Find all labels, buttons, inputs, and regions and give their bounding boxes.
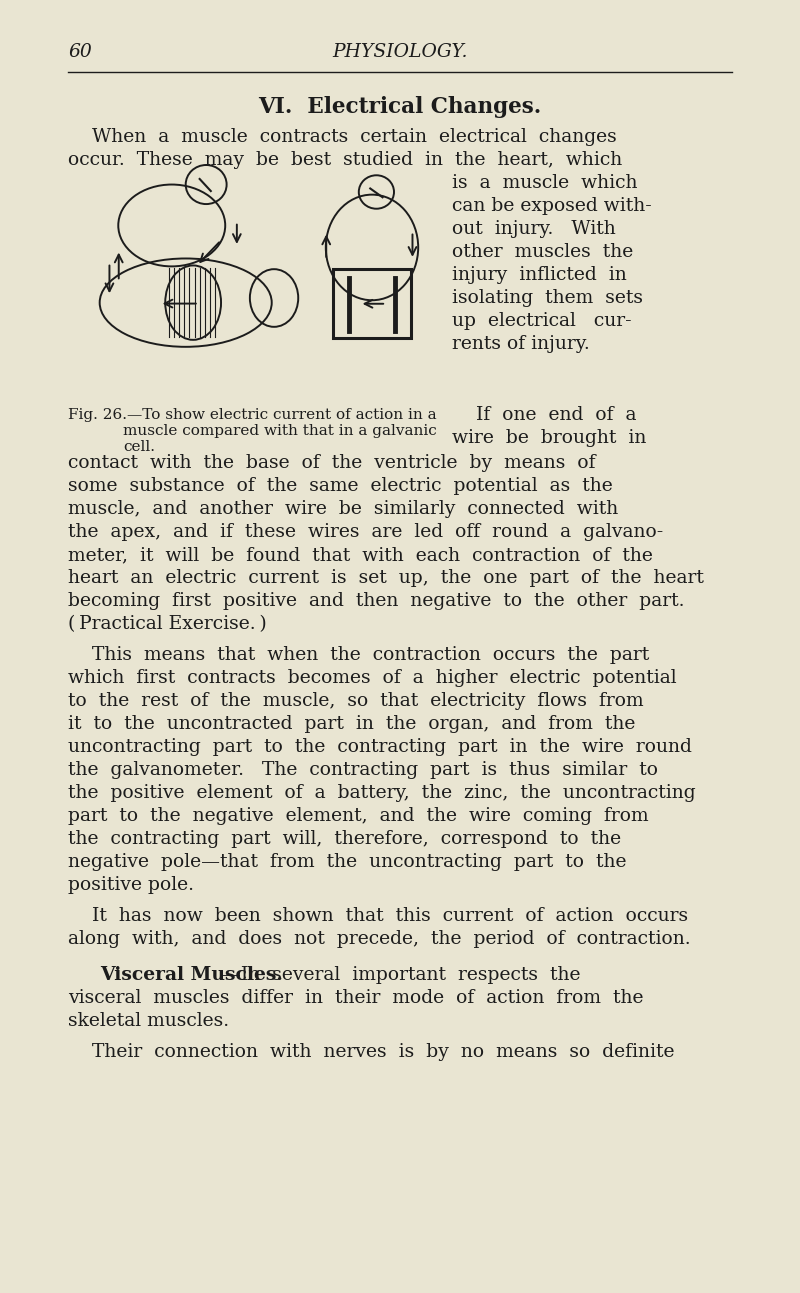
Text: VI.  Electrical Changes.: VI. Electrical Changes. xyxy=(258,96,542,118)
Text: contact  with  the  base  of  the  ventricle  by  means  of: contact with the base of the ventricle b… xyxy=(68,454,595,472)
Text: occur.  These  may  be  best  studied  in  the  heart,  which: occur. These may be best studied in the … xyxy=(68,151,622,169)
Text: to  the  rest  of  the  muscle,  so  that  electricity  flows  from: to the rest of the muscle, so that elect… xyxy=(68,692,644,710)
Text: ( Practical Exercise. ): ( Practical Exercise. ) xyxy=(68,615,266,634)
Text: injury  inflicted  in: injury inflicted in xyxy=(452,266,626,284)
Text: This  means  that  when  the  contraction  occurs  the  part: This means that when the contraction occ… xyxy=(68,646,650,665)
Bar xyxy=(334,269,410,337)
Text: is  a  muscle  which: is a muscle which xyxy=(452,175,638,191)
Text: wire  be  brought  in: wire be brought in xyxy=(452,429,646,447)
Text: Visceral Muscles.: Visceral Muscles. xyxy=(100,966,283,984)
Text: the  apex,  and  if  these  wires  are  led  off  round  a  galvano-: the apex, and if these wires are led off… xyxy=(68,522,663,540)
Text: isolating  them  sets: isolating them sets xyxy=(452,290,643,306)
Text: the  galvanometer.   The  contracting  part  is  thus  similar  to: the galvanometer. The contracting part i… xyxy=(68,762,658,778)
Text: the  contracting  part  will,  therefore,  correspond  to  the: the contracting part will, therefore, co… xyxy=(68,830,621,848)
Text: up  electrical   cur-: up electrical cur- xyxy=(452,312,632,330)
Text: When  a  muscle  contracts  certain  electrical  changes: When a muscle contracts certain electric… xyxy=(68,128,617,146)
Text: —In  several  important  respects  the: —In several important respects the xyxy=(222,966,581,984)
Text: part  to  the  negative  element,  and  the  wire  coming  from: part to the negative element, and the wi… xyxy=(68,807,649,825)
Text: becoming  first  positive  and  then  negative  to  the  other  part.: becoming first positive and then negativ… xyxy=(68,592,685,610)
Text: other  muscles  the: other muscles the xyxy=(452,243,634,261)
Text: it  to  the  uncontracted  part  in  the  organ,  and  from  the: it to the uncontracted part in the organ… xyxy=(68,715,635,733)
Text: 60: 60 xyxy=(68,43,92,61)
Text: cell.: cell. xyxy=(123,440,155,454)
Text: It  has  now  been  shown  that  this  current  of  action  occurs: It has now been shown that this current … xyxy=(68,906,688,924)
Text: muscle,  and  another  wire  be  similarly  connected  with: muscle, and another wire be similarly co… xyxy=(68,500,618,518)
Text: which  first  contracts  becomes  of  a  higher  electric  potential: which first contracts becomes of a highe… xyxy=(68,668,677,687)
Text: positive pole.: positive pole. xyxy=(68,875,194,893)
Text: If  one  end  of  a: If one end of a xyxy=(452,406,637,424)
Text: heart  an  electric  current  is  set  up,  the  one  part  of  the  heart: heart an electric current is set up, the… xyxy=(68,569,704,587)
Text: muscle compared with that in a galvanic: muscle compared with that in a galvanic xyxy=(123,424,437,438)
Text: rents of injury.: rents of injury. xyxy=(452,335,590,353)
Text: Their  connection  with  nerves  is  by  no  means  so  definite: Their connection with nerves is by no me… xyxy=(68,1043,674,1062)
Text: PHYSIOLOGY.: PHYSIOLOGY. xyxy=(332,43,468,61)
Text: skeletal muscles.: skeletal muscles. xyxy=(68,1012,229,1031)
Text: meter,  it  will  be  found  that  with  each  contraction  of  the: meter, it will be found that with each c… xyxy=(68,546,653,564)
Text: some  substance  of  the  same  electric  potential  as  the: some substance of the same electric pote… xyxy=(68,477,613,495)
Text: uncontracting  part  to  the  contracting  part  in  the  wire  round: uncontracting part to the contracting pa… xyxy=(68,738,692,756)
Text: the  positive  element  of  a  battery,  the  zinc,  the  uncontracting: the positive element of a battery, the z… xyxy=(68,784,696,802)
Text: Fig. 26.—To show electric current of action in a: Fig. 26.—To show electric current of act… xyxy=(68,409,437,422)
Text: can be exposed with-: can be exposed with- xyxy=(452,197,652,215)
Text: negative  pole—that  from  the  uncontracting  part  to  the: negative pole—that from the uncontractin… xyxy=(68,853,626,871)
Text: along  with,  and  does  not  precede,  the  period  of  contraction.: along with, and does not precede, the pe… xyxy=(68,930,690,948)
Text: visceral  muscles  differ  in  their  mode  of  action  from  the: visceral muscles differ in their mode of… xyxy=(68,989,643,1007)
Text: out  injury.   With: out injury. With xyxy=(452,220,616,238)
